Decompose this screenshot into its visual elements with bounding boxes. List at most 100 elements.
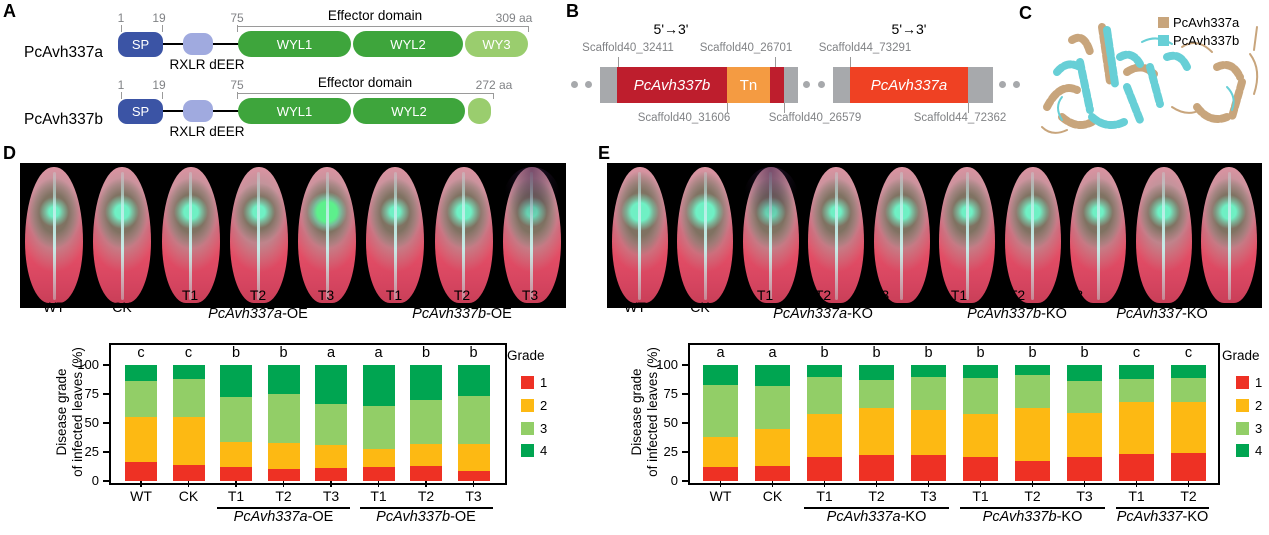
tick-line: [237, 25, 238, 32]
bar-segment-grade-1: [125, 462, 157, 481]
bar-segment-grade-3: [362, 405, 395, 449]
bar-segment-grade-1: [755, 465, 790, 481]
effector-domain-label: Effector domain: [327, 8, 423, 23]
legend-label: PcAvh337a: [1173, 15, 1240, 30]
ellipsis-dot: [803, 81, 810, 88]
chart-group-label: PcAvh337-KO: [1117, 509, 1209, 525]
bar-segment-grade-1: [1015, 461, 1050, 481]
significance-letter: a: [374, 345, 383, 361]
bar-segment-grade-2: [457, 443, 490, 471]
wyl1-domain-box: WYL1: [238, 98, 351, 124]
leaf-image: [229, 167, 288, 303]
leaf-label: T2: [1182, 287, 1200, 303]
leaf-label: T2: [453, 287, 471, 303]
significance-letter: a: [716, 345, 725, 361]
y-tick-label: 75: [663, 386, 678, 401]
leaf-label: T3: [317, 287, 335, 303]
leaf-image: [939, 167, 996, 303]
gene-suffix: -KO: [1182, 306, 1208, 322]
gene-remnant-segment: [770, 67, 784, 103]
legend-title: Grade: [507, 348, 545, 363]
y-tick-label: 0: [670, 473, 678, 488]
bar-segment-grade-4: [172, 365, 205, 379]
x-tick-mark: [140, 481, 142, 487]
wyl2-domain-box: WYL2: [353, 31, 463, 57]
leaf-label: T3: [872, 287, 890, 303]
effector-bracket: [238, 93, 493, 94]
x-tick-mark: [771, 481, 774, 487]
legend-label: 4: [540, 443, 548, 458]
bar-segment-grade-4: [911, 365, 946, 377]
position-label: 1: [117, 78, 125, 92]
scaffold-coordinate: Scaffold40_32411: [582, 42, 674, 54]
y-tick-mark: [682, 364, 688, 366]
bar-segment-grade-3: [410, 399, 442, 444]
leaf-image: [742, 167, 799, 303]
bar-segment-grade-3: [267, 394, 300, 443]
rxlr-motif-box: [183, 33, 213, 55]
group-underline: [373, 304, 551, 306]
gene-label: PcAvh337a: [870, 76, 948, 94]
y-tick-mark: [103, 480, 109, 482]
significance-letter: b: [1080, 345, 1089, 361]
group-underline: [359, 507, 493, 509]
bar-segment-grade-1: [1119, 454, 1154, 481]
x-category-label: T1: [1128, 488, 1145, 504]
effector-domain-label: Effector domain: [317, 75, 413, 90]
tick-line: [968, 103, 969, 113]
tick-line: [618, 57, 619, 67]
pcavh337a-gene-segment: PcAvh337a: [850, 67, 968, 103]
leaf-image: [25, 167, 84, 303]
bar-segment-grade-4: [362, 365, 395, 406]
structure-legend-item: PcAvh337a: [1158, 15, 1239, 30]
tick-line: [528, 26, 529, 32]
bar-segment-grade-3: [703, 384, 738, 437]
x-tick-mark: [979, 481, 982, 487]
bar-segment-grade-1: [911, 455, 946, 481]
bar-segment-grade-1: [362, 467, 395, 481]
group-underline: [960, 507, 1105, 509]
group-underline: [1116, 507, 1209, 509]
sp-domain-box: SP: [118, 99, 163, 124]
x-category-label: CK: [762, 488, 783, 504]
ellipsis-dot: [571, 81, 578, 88]
bar-segment-grade-2: [1067, 412, 1102, 457]
direction-label: 5'→3': [653, 21, 689, 37]
x-tick-mark: [719, 481, 722, 487]
x-category-label: T2: [417, 488, 435, 504]
leaf-label: WT: [43, 299, 65, 315]
legend-swatch: [521, 421, 534, 435]
x-tick-mark: [330, 481, 332, 487]
bar-segment-grade-3: [1015, 375, 1050, 408]
x-category-label: T2: [1180, 488, 1197, 504]
bar-segment-grade-2: [807, 413, 842, 457]
x-tick-mark: [235, 481, 237, 487]
significance-letter: b: [279, 345, 288, 361]
legend-swatch: [521, 399, 534, 412]
gene-label: PcAvh337b: [633, 76, 711, 94]
legend-swatch: [1236, 444, 1249, 457]
leaf-group-label: PcAvh337a-KO: [773, 306, 873, 322]
bar-segment-grade-2: [267, 442, 300, 470]
panel-c-letter: C: [1019, 3, 1032, 23]
leaf-group-label: PcAvh337-KO: [1116, 306, 1208, 322]
significance-letter: c: [1184, 345, 1193, 361]
bar-segment-grade-3: [315, 404, 347, 446]
position-label: 75: [230, 11, 244, 25]
bar-segment-grade-3: [125, 381, 157, 418]
bar-segment-grade-3: [807, 376, 842, 414]
legend-label: 4: [1255, 443, 1263, 458]
panel-e-letter: E: [598, 143, 611, 163]
scaffold-coordinate: Scaffold40_26701: [699, 42, 793, 54]
x-category-label: T2: [868, 488, 885, 504]
chart-group-label: PcAvh337a-KO: [827, 509, 927, 525]
x-category-label: T3: [920, 488, 937, 504]
legend-swatch: [521, 444, 534, 457]
leaf-image: [808, 167, 865, 303]
leaf-label: T1: [385, 287, 403, 303]
protein-name-a: PcAvh337a: [24, 44, 103, 61]
gene-name: PcAvh337: [1116, 509, 1183, 525]
y-tick-label: 75: [84, 386, 99, 401]
scaffold-coordinate: Scaffold44_72362: [913, 112, 1007, 124]
leaf-image: [434, 167, 493, 303]
